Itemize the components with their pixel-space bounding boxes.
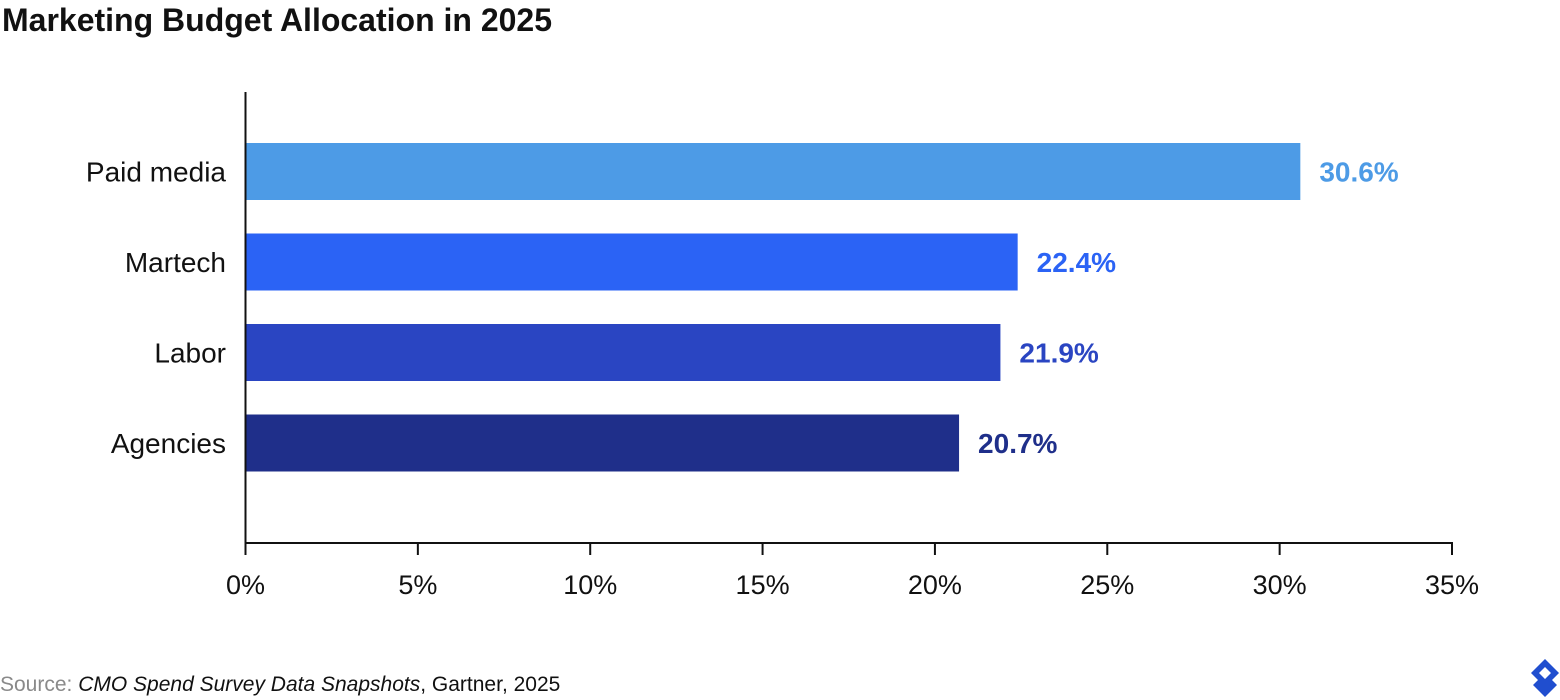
category-label: Labor [154,338,226,369]
bar-labor [245,324,1001,381]
x-tick-label: 15% [736,570,790,600]
source-note: Source: CMO Spend Survey Data Snapshots,… [0,673,560,697]
x-tick-label: 5% [398,570,437,600]
bar-paid-media [245,143,1301,200]
category-label: Agencies [111,428,226,459]
chart-title: Marketing Budget Allocation in 2025 [2,2,553,38]
data-label: 21.9% [1019,338,1098,369]
bars-layer [245,143,1301,472]
bar-agencies [245,414,960,472]
logo-mark-shape [1531,659,1559,697]
axes-layer [244,92,1453,555]
x-tick-label: 35% [1425,570,1479,600]
bar-martech [245,233,1018,291]
data-label: 22.4% [1037,247,1116,278]
x-tick-label: 30% [1253,570,1307,600]
source-suffix: , Gartner, 2025 [420,673,561,696]
labels-layer: Paid media 30.6% Martech 22.4% Labor 21.9% Age… [86,157,1479,601]
x-tick-label: 25% [1080,570,1134,600]
data-label: 20.7% [978,428,1057,459]
toptal-logo-icon [1531,659,1559,697]
x-tick-label: 0% [226,570,265,600]
source-title: CMO Spend Survey Data Snapshots [78,673,421,696]
category-label: Martech [125,247,226,278]
category-label: Paid media [86,157,227,188]
bar-chart: Paid media 30.6% Martech 22.4% Labor 21.9% Age… [86,92,1479,601]
x-tick-label: 20% [908,570,962,600]
x-tick-label: 10% [563,570,617,600]
source-prefix: Source: [0,673,79,696]
data-label: 30.6% [1319,157,1398,188]
